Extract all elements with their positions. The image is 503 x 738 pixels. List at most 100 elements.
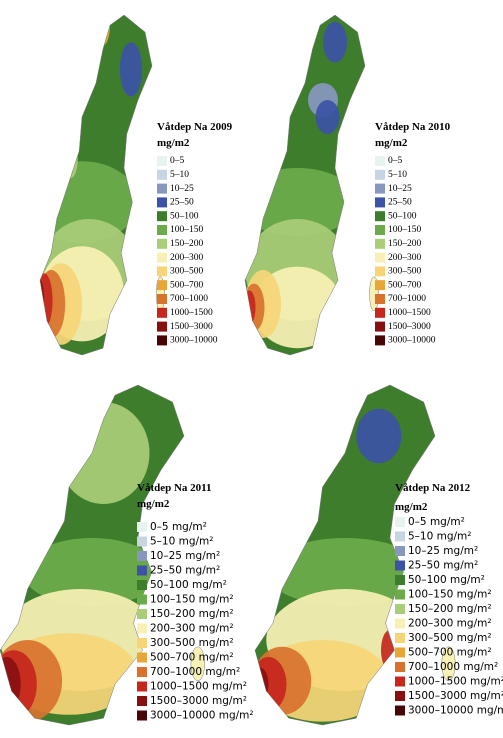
legend-label: 500–700 [388, 280, 422, 290]
zone [266, 538, 424, 606]
legend-title: Våtdep Na 2010 [375, 121, 451, 133]
legend-swatch [395, 705, 405, 716]
legend-swatch [395, 589, 405, 600]
legend-label: 25–50 mg/m² [408, 560, 478, 572]
legend-label: 25–50 mg/m² [150, 565, 220, 577]
legend-swatch [395, 560, 405, 571]
legend-swatch [137, 551, 147, 561]
legend-swatch [395, 546, 405, 556]
map [40, 15, 152, 355]
legend-swatch [375, 252, 385, 263]
legend-label: 150–200 mg/m² [150, 608, 234, 620]
legend-swatch [157, 183, 167, 194]
legend-swatch [137, 710, 147, 721]
zone [245, 290, 256, 325]
legend-label: 10–25 mg/m² [408, 545, 478, 557]
legend-swatch [395, 531, 405, 542]
zone [119, 42, 143, 97]
legend-title: Våtdep Na 2012 [395, 482, 471, 494]
legend-swatch [137, 594, 147, 605]
legend-label: 300–500 [388, 267, 422, 277]
legend-label: 100–150 mg/m² [150, 594, 234, 606]
legend-swatch [157, 211, 167, 222]
legend-label: 700–1000 [388, 294, 426, 304]
legend-swatch [395, 647, 405, 658]
zone [255, 667, 269, 702]
legend-label: 5–10 [388, 170, 407, 180]
legend-label: 700–1000 mg/m² [150, 666, 240, 678]
legend-swatch [137, 565, 147, 576]
legend-swatch [395, 691, 405, 701]
zone [39, 453, 63, 521]
legend-label: 5–10 [170, 170, 189, 180]
legend-label: 50–100 mg/m² [408, 574, 485, 586]
legend-label: 1000–1500 mg/m² [150, 681, 247, 693]
legend-swatch [375, 266, 385, 277]
legend-label: 700–1000 [170, 294, 208, 304]
zone [315, 100, 340, 134]
map [245, 15, 365, 355]
legend-swatch [157, 280, 167, 291]
map-panel: Våtdep Na 2012 mg/m2 0–5 mg/m² 5–10 mg/m² 10… [254, 384, 503, 726]
legend-swatch [137, 522, 147, 532]
legend-unit: mg/m2 [395, 501, 428, 513]
zone [323, 21, 347, 63]
legend-label: 25–50 [170, 198, 194, 208]
legend-swatch [157, 169, 167, 180]
legend-swatch [137, 652, 147, 663]
legend-swatch [395, 618, 405, 629]
legend-swatch [137, 667, 147, 677]
legend-swatch [395, 662, 405, 672]
legend-swatch [395, 633, 405, 643]
legend-label: 300–500 mg/m² [150, 637, 234, 649]
legend-label: 1500–3000 mg/m² [408, 690, 503, 702]
legend-label: 1500–3000 mg/m² [150, 695, 247, 707]
legend-swatch [375, 183, 385, 194]
legend-swatch [395, 604, 405, 614]
legend-label: 500–700 mg/m² [408, 647, 492, 659]
legend-label: 0–5 [170, 156, 185, 166]
legend-unit: mg/m2 [137, 498, 170, 510]
legend-label: 1000–1500 [170, 308, 213, 318]
outline [0, 384, 185, 726]
legend-swatch [375, 225, 385, 235]
legend-label: 5–10 mg/m² [150, 536, 214, 548]
legend-title: Våtdep Na 2011 [137, 482, 212, 494]
legend-swatch [157, 335, 167, 346]
legend-swatch [375, 211, 385, 222]
legend-label: 150–200 [170, 239, 204, 249]
legend-label: 100–150 [170, 225, 204, 235]
outline [39, 14, 153, 356]
legend-swatch [375, 294, 385, 304]
legend-swatch [137, 536, 147, 547]
zone [324, 391, 343, 460]
legend-label: 1000–1500 [388, 308, 431, 318]
legend-label: 200–300 mg/m² [408, 618, 492, 630]
legend-label: 1500–3000 [388, 322, 431, 332]
zone [96, 15, 110, 46]
gotland [441, 646, 456, 682]
legend-label: 10–25 [388, 184, 412, 194]
legend-swatch [157, 266, 167, 277]
legend-swatch [157, 307, 167, 318]
legend-label: 3000–10000 mg/m² [150, 710, 254, 722]
zone [356, 408, 402, 464]
legend-swatch [375, 335, 385, 346]
zone [40, 280, 45, 322]
legend-swatch [375, 197, 385, 208]
zone [63, 137, 78, 179]
legend-swatch [157, 225, 167, 235]
legend-label: 200–300 [170, 253, 204, 263]
gotland [190, 646, 205, 682]
legend-swatch [137, 623, 147, 634]
legend-swatch [375, 169, 385, 180]
legend-swatch [375, 307, 385, 318]
map-panel: Våtdep Na 2009 mg/m2 0–5 5–10 10–25 25–50 50–1… [39, 14, 233, 356]
legend-swatch [137, 696, 147, 706]
legend-label: 3000–10000 [388, 336, 436, 346]
legend-swatch [157, 156, 167, 166]
legend-swatch [137, 580, 147, 590]
legend-title: Våtdep Na 2009 [157, 121, 233, 133]
legend-label: 500–700 [170, 280, 204, 290]
